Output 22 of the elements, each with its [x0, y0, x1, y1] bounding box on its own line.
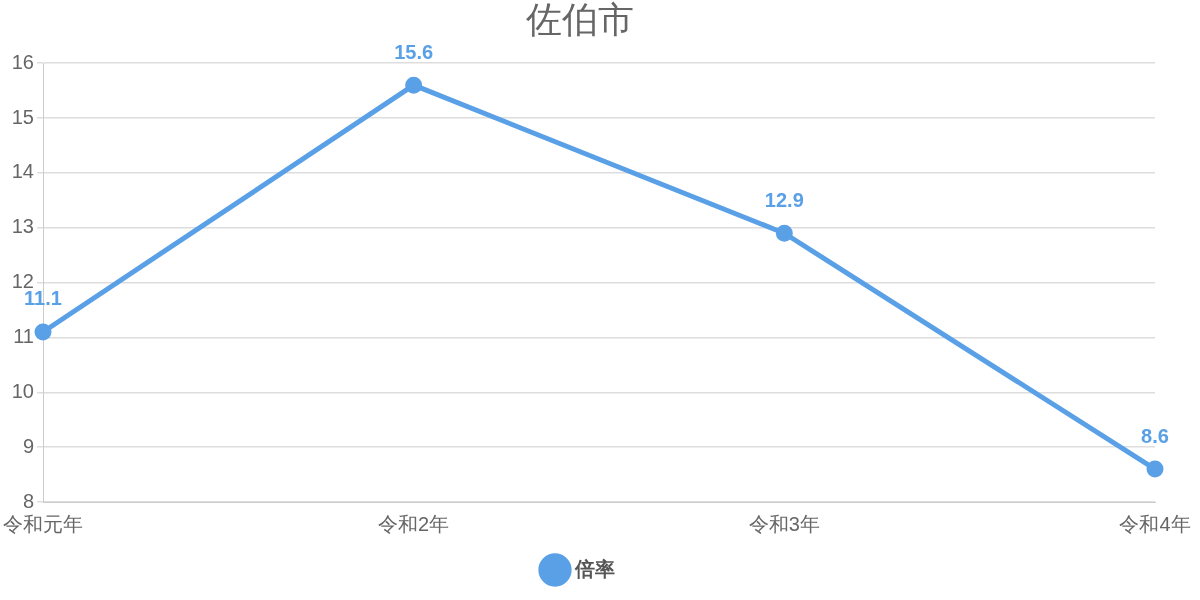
x-tick-label: 令和3年 [748, 512, 820, 535]
y-tick-label: 10 [11, 379, 34, 402]
x-tick-label: 令和2年 [378, 512, 450, 535]
data-label: 12.9 [764, 188, 804, 211]
y-tick-label: 9 [22, 434, 34, 457]
data-label: 11.1 [24, 287, 62, 310]
y-tick-label: 16 [11, 50, 34, 73]
data-label: 15.6 [394, 40, 434, 63]
y-tick-label: 13 [11, 215, 34, 238]
x-tick-label: 令和4年 [1119, 512, 1191, 535]
data-label: 8.6 [1141, 424, 1169, 447]
y-tick-label: 14 [11, 160, 34, 183]
legend-label: 倍率 [574, 557, 615, 580]
chart-title: 佐伯市 [526, 0, 634, 40]
x-tick-label: 令和元年 [3, 512, 83, 535]
point [775, 224, 793, 242]
point [34, 323, 52, 341]
y-tick-label: 8 [22, 489, 34, 512]
point [1146, 460, 1164, 478]
y-tick-label: 15 [11, 105, 34, 128]
point [405, 76, 423, 94]
y-tick-label: 11 [13, 324, 34, 347]
